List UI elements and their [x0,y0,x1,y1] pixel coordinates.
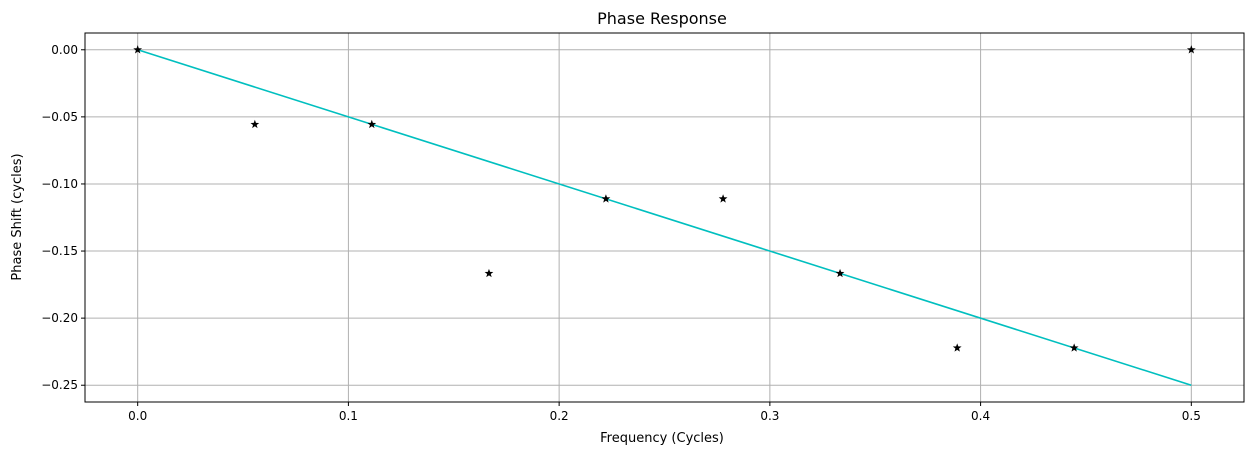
data-point-star [250,119,260,129]
data-point-star [835,268,845,278]
data-point-star [1069,343,1079,352]
plot-frame [84,32,1245,403]
chart-title: Phase Response [597,9,727,28]
data-point-star [601,194,611,203]
x-tick-label: 0.1 [339,409,358,423]
data-point-star [1186,45,1196,54]
y-tick-label: 0.00 [51,43,78,57]
axis-ticks: 0.0 0.1 0.2 0.3 0.4 0.5 0.00 −0.05 −0.10 −0.15 −0.… [41,43,1201,423]
x-tick-label: 0.4 [971,409,990,423]
y-tick-label: −0.25 [41,378,78,392]
x-tick-label: 0.3 [760,409,779,423]
y-tick-label: −0.05 [41,110,78,124]
y-tick-label: −0.10 [41,177,78,191]
x-axis-label: Frequency (Cycles) [600,431,724,446]
x-tick-label: 0.5 [1182,409,1201,423]
x-tick-label: 0.2 [550,409,569,423]
data-point-star [133,45,143,54]
series-layer [133,45,1196,386]
y-tick-label: −0.20 [41,311,78,325]
data-point-star [952,343,962,352]
data-point-star [484,268,494,278]
data-point-star [718,194,728,203]
data-point-star [367,119,377,129]
x-tick-label: 0.0 [128,409,147,423]
y-axis-label: Phase Shift (cycles) [10,153,25,280]
fit-line [137,49,1192,386]
grid-lines [85,33,1244,402]
y-tick-label: −0.15 [41,244,78,258]
